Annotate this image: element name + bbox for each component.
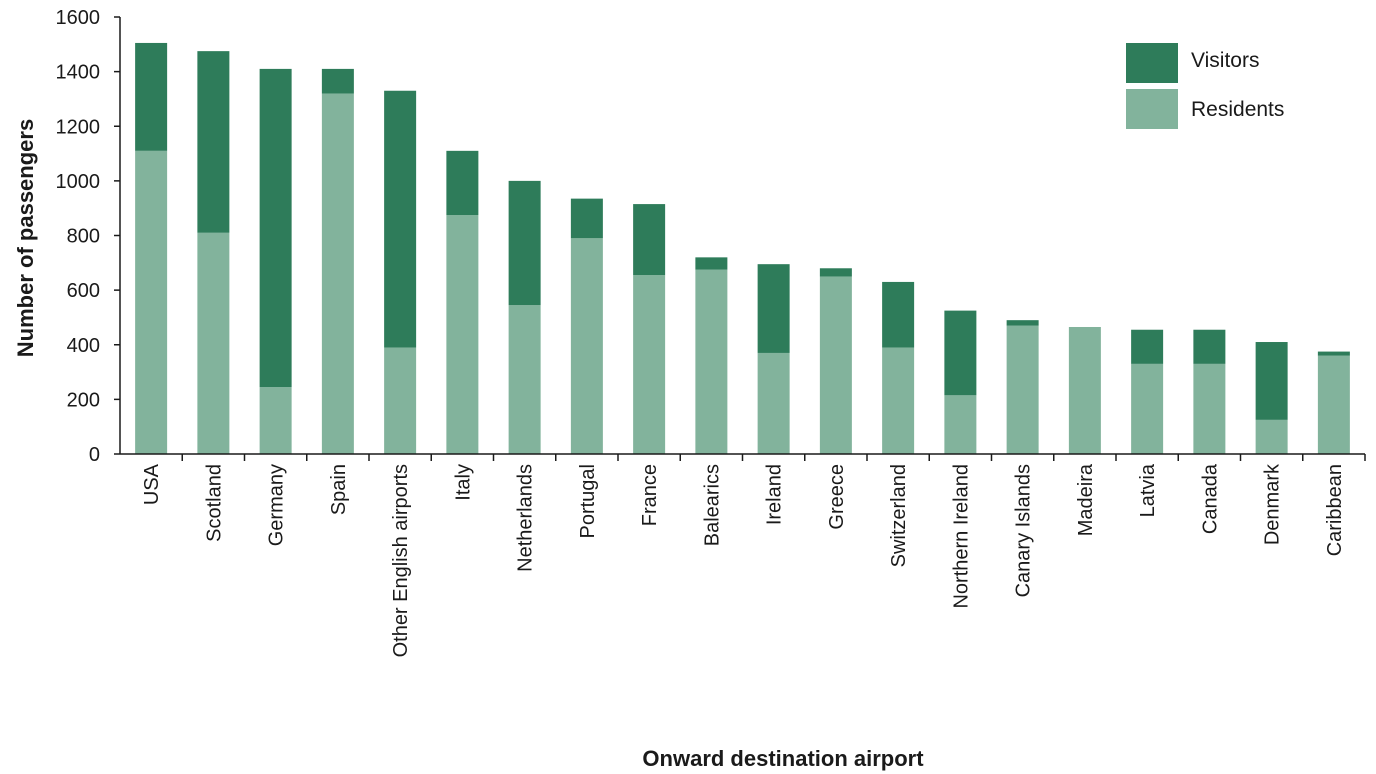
- y-tick-label-1400: 1400: [56, 62, 101, 84]
- legend-swatch-visitors: [1126, 43, 1178, 83]
- y-tick-label-800: 800: [67, 226, 100, 248]
- bar-residents-ireland: [757, 352, 790, 454]
- x-tick-label-canada: Canada: [1199, 463, 1221, 534]
- bar-visitors-switzerland: [882, 281, 915, 348]
- x-tick-label-usa: USA: [141, 463, 163, 505]
- bar-visitors-netherlands: [508, 180, 541, 306]
- bar-residents-usa: [135, 150, 168, 455]
- bar-residents-switzerland: [882, 347, 915, 454]
- x-tick-label-madeira: Madeira: [1075, 463, 1097, 536]
- x-tick-label-switzerland: Switzerland: [888, 464, 910, 567]
- x-tick-label-latvia: Latvia: [1137, 463, 1159, 517]
- legend-label-residents: Residents: [1191, 98, 1284, 121]
- bar-visitors-balearics: [695, 257, 728, 270]
- bar-residents-latvia: [1131, 363, 1164, 454]
- axes-group: [114, 16, 1366, 461]
- bar-visitors-greece: [819, 268, 852, 277]
- x-tick-label-canary-islands: Canary Islands: [1013, 464, 1035, 597]
- bar-visitors-other-english-airports: [384, 90, 417, 348]
- y-tick-label-600: 600: [67, 280, 100, 302]
- x-ticks-group: USA Scotland Germany Spain Other English air…: [141, 463, 1346, 657]
- bar-residents-portugal: [570, 238, 603, 454]
- bar-residents-northern-ireland: [944, 395, 977, 454]
- bar-visitors-italy: [446, 150, 479, 216]
- x-tick-label-france: France: [639, 464, 661, 526]
- x-tick-label-ireland: Ireland: [764, 464, 786, 525]
- bar-visitors-canada: [1193, 329, 1226, 364]
- x-tick-label-italy: Italy: [452, 464, 474, 501]
- bar-visitors-usa: [135, 42, 168, 151]
- bar-visitors-ireland: [757, 264, 790, 353]
- y-tick-label-400: 400: [67, 335, 100, 357]
- legend-swatch-residents: [1126, 89, 1178, 129]
- bar-visitors-northern-ireland: [944, 310, 977, 396]
- bar-visitors-latvia: [1131, 329, 1164, 364]
- bar-visitors-scotland: [197, 51, 230, 233]
- x-axis-title: Onward destination airport: [642, 746, 924, 771]
- x-tick-label-caribbean: Caribbean: [1324, 464, 1346, 556]
- bar-visitors-portugal: [570, 198, 603, 239]
- y-axis-title: Number of passengers: [13, 119, 38, 357]
- legend: Visitors Residents: [1126, 43, 1284, 129]
- bar-residents-canada: [1193, 363, 1226, 454]
- y-tick-label-1200: 1200: [56, 116, 101, 138]
- bar-residents-spain: [321, 93, 354, 454]
- bar-visitors-canary-islands: [1006, 320, 1039, 326]
- bar-residents-denmark: [1255, 419, 1288, 454]
- x-tick-label-balearics: Balearics: [701, 464, 723, 546]
- y-tick-label-200: 200: [67, 389, 100, 411]
- bar-residents-netherlands: [508, 305, 541, 454]
- y-tick-label-0: 0: [89, 444, 100, 466]
- bar-residents-germany: [259, 387, 292, 454]
- bar-residents-balearics: [695, 269, 728, 454]
- bar-residents-greece: [819, 276, 852, 454]
- x-tick-label-portugal: Portugal: [577, 464, 599, 539]
- bar-visitors-germany: [259, 68, 292, 388]
- bar-residents-italy: [446, 215, 479, 454]
- bar-residents-caribbean: [1317, 355, 1350, 454]
- bar-residents-scotland: [197, 232, 230, 454]
- bar-visitors-france: [633, 204, 666, 276]
- x-tick-label-denmark: Denmark: [1262, 463, 1284, 545]
- x-tick-label-scotland: Scotland: [203, 464, 225, 542]
- y-tick-label-1000: 1000: [56, 171, 101, 193]
- bar-residents-other-english-airports: [384, 347, 417, 454]
- bar-visitors-denmark: [1255, 342, 1288, 420]
- y-ticks-group: 0 200 400 600 800 1000 1200 1400 1600: [56, 7, 101, 466]
- x-tick-label-netherlands: Netherlands: [515, 464, 537, 572]
- bars-group: [135, 42, 1350, 455]
- x-tick-label-germany: Germany: [266, 464, 288, 546]
- x-tick-label-other-english-airports: Other English airports: [390, 464, 412, 657]
- bar-residents-madeira: [1068, 326, 1101, 454]
- x-tick-label-northern-ireland: Northern Ireland: [950, 464, 972, 609]
- bar-residents-canary-islands: [1006, 325, 1039, 454]
- x-tick-label-greece: Greece: [826, 464, 848, 530]
- legend-label-visitors: Visitors: [1191, 49, 1259, 72]
- x-tick-label-spain: Spain: [328, 464, 350, 515]
- y-tick-label-1600: 1600: [56, 7, 101, 29]
- bar-visitors-caribbean: [1317, 351, 1350, 356]
- bar-residents-france: [633, 275, 666, 454]
- bar-visitors-spain: [321, 68, 354, 94]
